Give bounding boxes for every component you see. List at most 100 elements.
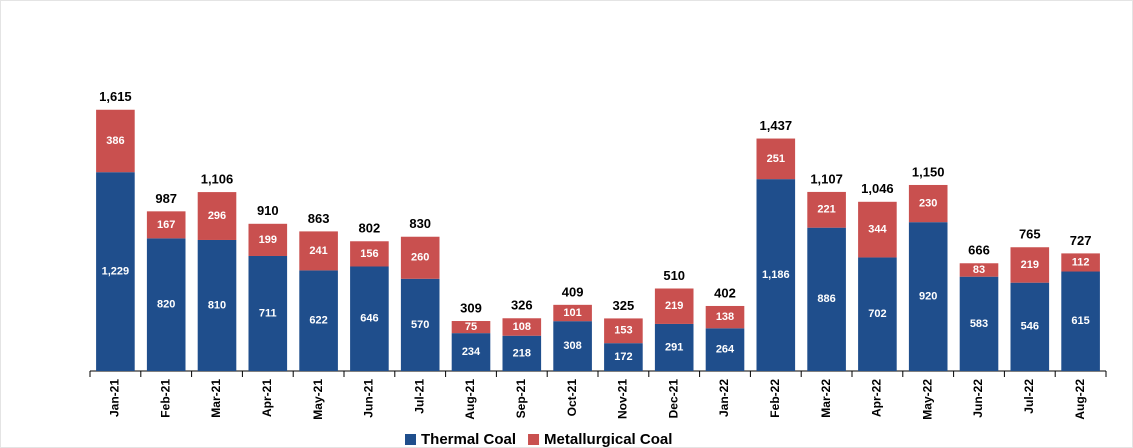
segment-label: 291 [665, 341, 683, 353]
total-label: 802 [359, 221, 381, 236]
bar-segment [654, 288, 694, 324]
bar-segment [756, 138, 796, 180]
bar-segment [197, 192, 237, 240]
x-tick-label: Jun-21 [362, 379, 376, 418]
segment-label: 386 [106, 135, 124, 147]
x-tick-label: Dec-21 [666, 379, 680, 419]
x-tick-label: Apr-21 [260, 379, 274, 417]
bar-segment [451, 321, 491, 334]
segment-label: 167 [157, 219, 175, 231]
bar-segment [248, 255, 288, 371]
segment-label: 646 [360, 313, 378, 325]
total-label: 510 [663, 268, 685, 283]
segment-label: 260 [411, 252, 429, 264]
total-label: 326 [511, 298, 533, 313]
total-label: 1,106 [201, 172, 234, 187]
segment-label: 219 [665, 300, 683, 312]
segment-label: 251 [767, 153, 785, 165]
segment-label: 810 [208, 299, 226, 311]
x-tick-label: Aug-22 [1073, 379, 1087, 420]
segment-label: 920 [919, 290, 937, 302]
x-tick-label: Aug-21 [463, 379, 477, 420]
total-label: 830 [409, 216, 431, 231]
legend-label: Metallurgical Coal [544, 431, 672, 448]
bar-segment [604, 343, 643, 371]
legend-swatch [528, 434, 540, 445]
legend-swatch [405, 434, 416, 445]
bar-segment [705, 305, 745, 329]
total-label: 987 [155, 191, 177, 206]
total-label: 1,046 [861, 181, 894, 196]
bar-segment [959, 276, 999, 371]
bar-segment [1061, 253, 1100, 272]
bar-segment [1061, 271, 1100, 371]
bar-segment [248, 223, 288, 256]
bar-segment [146, 238, 186, 371]
total-label: 309 [460, 300, 482, 315]
segment-label: 296 [208, 210, 226, 222]
legend-label: Thermal Coal [421, 431, 516, 448]
segment-label: 172 [614, 351, 632, 363]
bar-segment [858, 257, 897, 371]
bar-segment [146, 211, 186, 239]
bar-segment [350, 241, 389, 267]
bar-segment [908, 222, 948, 371]
bar-segment [604, 318, 643, 344]
bar-segment [1010, 282, 1050, 371]
segment-label: 108 [513, 321, 531, 333]
total-label: 325 [613, 298, 635, 313]
x-tick-label: Jul-22 [1022, 379, 1036, 414]
x-tick-label: Apr-22 [870, 379, 884, 417]
segment-label: 83 [973, 264, 985, 276]
x-tick-label: Feb-22 [768, 379, 782, 418]
segment-label: 344 [868, 224, 887, 236]
total-label: 910 [257, 203, 279, 218]
segment-label: 308 [563, 340, 581, 352]
segment-label: 886 [817, 293, 835, 305]
segment-label: 75 [465, 321, 477, 333]
total-label: 1,615 [99, 89, 132, 104]
bar-segment [299, 231, 338, 271]
segment-label: 711 [259, 307, 277, 319]
bar-segment [502, 318, 542, 336]
segment-label: 264 [716, 344, 735, 356]
segment-label: 234 [462, 346, 481, 358]
total-label: 727 [1070, 233, 1092, 248]
segment-label: 241 [309, 245, 327, 257]
bar-segment [451, 333, 491, 371]
total-label: 402 [714, 285, 736, 300]
segment-label: 218 [513, 347, 531, 359]
segment-label: 1,186 [762, 269, 790, 281]
total-label: 409 [562, 284, 584, 299]
segment-label: 570 [411, 319, 429, 331]
x-tick-label: Jan-22 [717, 379, 731, 417]
segment-label: 230 [919, 197, 937, 209]
x-tick-label: Jun-22 [971, 379, 985, 418]
segment-label: 219 [1021, 259, 1039, 271]
x-tick-label: Jan-21 [108, 379, 122, 417]
bar-segment [96, 172, 135, 371]
bar-segment [705, 328, 745, 371]
x-tick-label: Mar-21 [209, 379, 223, 418]
bar-segment [400, 278, 440, 371]
bar-segment [553, 304, 592, 322]
bar-segment [908, 184, 948, 223]
segment-label: 702 [868, 308, 886, 320]
x-tick-label: Oct-21 [565, 379, 579, 417]
x-tick-label: May-21 [311, 379, 325, 420]
x-tick-label: Jul-21 [412, 379, 426, 414]
x-tick-label: Mar-22 [819, 379, 833, 418]
segment-label: 199 [259, 234, 277, 246]
segment-label: 156 [360, 248, 378, 260]
total-label: 765 [1019, 227, 1041, 242]
bar-segment [197, 239, 237, 371]
segment-label: 622 [309, 315, 327, 327]
bar-segment [502, 335, 542, 371]
bar-segment [350, 266, 389, 371]
x-tick-label: Nov-21 [616, 379, 630, 419]
bar-segment [1010, 247, 1050, 283]
bar-segment [959, 263, 999, 277]
segment-label: 820 [157, 299, 175, 311]
x-tick-label: Sep-21 [514, 379, 528, 419]
bar-segment [553, 321, 592, 371]
